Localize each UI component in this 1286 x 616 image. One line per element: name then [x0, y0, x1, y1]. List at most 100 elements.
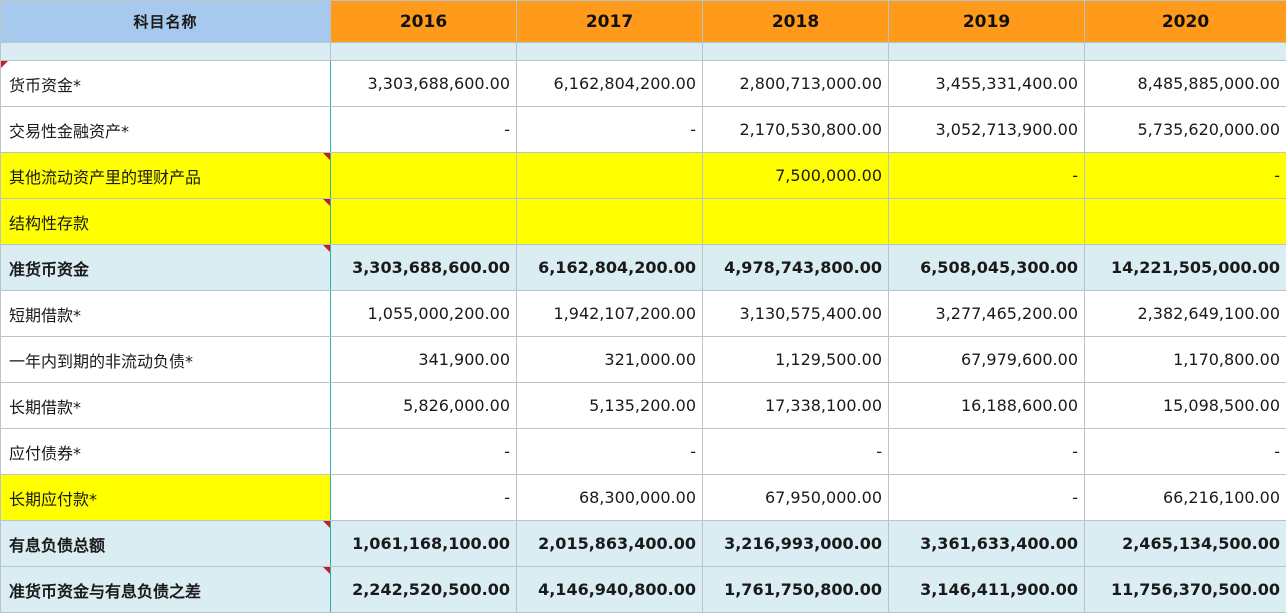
value-cell[interactable]: 1,061,168,100.00: [330, 520, 517, 567]
value-cell[interactable]: 2,465,134,500.00: [1084, 520, 1286, 567]
value-cell[interactable]: 7,500,000.00: [702, 152, 889, 199]
value-cell[interactable]: [888, 198, 1085, 245]
value-cell[interactable]: [516, 198, 703, 245]
value-cell[interactable]: 5,735,620,000.00: [1084, 106, 1286, 153]
value-cell[interactable]: 1,055,000,200.00: [330, 290, 517, 337]
row-label-cell[interactable]: 交易性金融资产*: [0, 106, 331, 153]
value-cell[interactable]: [702, 198, 889, 245]
value-cell[interactable]: 6,508,045,300.00: [888, 244, 1085, 291]
value-cell[interactable]: 5,135,200.00: [516, 382, 703, 429]
value-cell[interactable]: -: [330, 106, 517, 153]
table-row: 结构性存款: [0, 198, 1286, 245]
value-cell[interactable]: -: [516, 106, 703, 153]
value-cell[interactable]: -: [330, 428, 517, 475]
table-row: 其他流动资产里的理财产品 7,500,000.00 - -: [0, 152, 1286, 199]
row-label-cell[interactable]: 长期应付款*: [0, 474, 331, 521]
row-label: 其他流动资产里的理财产品: [9, 167, 202, 187]
value-cell[interactable]: 6,162,804,200.00: [516, 60, 703, 107]
spacer-cell[interactable]: [516, 42, 703, 61]
row-label-cell[interactable]: 货币资金*: [0, 60, 331, 107]
row-label: 货币资金*: [9, 75, 82, 95]
subtotal-row: 准货币资金与有息负债之差 2,242,520,500.00 4,146,940,…: [0, 566, 1286, 613]
row-label-cell[interactable]: 长期借款*: [0, 382, 331, 429]
spacer-cell[interactable]: [330, 42, 517, 61]
value-cell[interactable]: 3,130,575,400.00: [702, 290, 889, 337]
value-cell[interactable]: 3,303,688,600.00: [330, 60, 517, 107]
value-cell[interactable]: 2,382,649,100.00: [1084, 290, 1286, 337]
comment-marker-icon: [323, 521, 330, 528]
value-cell[interactable]: 6,162,804,200.00: [516, 244, 703, 291]
spacer-cell[interactable]: [0, 42, 331, 61]
spacer-cell[interactable]: [888, 42, 1085, 61]
header-year-2019[interactable]: 2019: [888, 0, 1085, 43]
value-cell[interactable]: 1,170,800.00: [1084, 336, 1286, 383]
row-label-cell[interactable]: 短期借款*: [0, 290, 331, 337]
value-cell[interactable]: 3,455,331,400.00: [888, 60, 1085, 107]
value-cell[interactable]: 4,978,743,800.00: [702, 244, 889, 291]
value-cell[interactable]: 66,216,100.00: [1084, 474, 1286, 521]
value-cell[interactable]: 2,170,530,800.00: [702, 106, 889, 153]
value-cell[interactable]: 2,242,520,500.00: [330, 566, 517, 613]
value-cell[interactable]: 1,942,107,200.00: [516, 290, 703, 337]
value-cell[interactable]: 67,979,600.00: [888, 336, 1085, 383]
spacer-cell[interactable]: [1084, 42, 1286, 61]
value-cell[interactable]: 3,303,688,600.00: [330, 244, 517, 291]
value-cell[interactable]: 1,129,500.00: [702, 336, 889, 383]
value-cell[interactable]: [1084, 198, 1286, 245]
value-cell[interactable]: [516, 152, 703, 199]
value-cell[interactable]: -: [888, 474, 1085, 521]
row-label-cell[interactable]: 一年内到期的非流动负债*: [0, 336, 331, 383]
value-cell[interactable]: 16,188,600.00: [888, 382, 1085, 429]
comment-marker-icon: [323, 199, 330, 206]
header-year-2016[interactable]: 2016: [330, 0, 517, 43]
value-cell[interactable]: 3,277,465,200.00: [888, 290, 1085, 337]
row-label-cell[interactable]: 有息负债总额: [0, 520, 331, 567]
value-cell[interactable]: 5,826,000.00: [330, 382, 517, 429]
value-cell[interactable]: 2,800,713,000.00: [702, 60, 889, 107]
value-cell[interactable]: 17,338,100.00: [702, 382, 889, 429]
row-label-cell[interactable]: 应付债券*: [0, 428, 331, 475]
value-cell[interactable]: -: [1084, 152, 1286, 199]
header-name-cell[interactable]: 科目名称: [0, 0, 331, 43]
table-row: 交易性金融资产* - - 2,170,530,800.00 3,052,713,…: [0, 106, 1286, 153]
row-label: 结构性存款: [9, 213, 90, 233]
value-cell[interactable]: -: [702, 428, 889, 475]
comment-marker-icon: [323, 153, 330, 160]
value-cell[interactable]: 3,146,411,900.00: [888, 566, 1085, 613]
value-cell[interactable]: 4,146,940,800.00: [516, 566, 703, 613]
value-cell[interactable]: 1,761,750,800.00: [702, 566, 889, 613]
value-cell[interactable]: [330, 198, 517, 245]
value-cell[interactable]: 3,052,713,900.00: [888, 106, 1085, 153]
value-cell[interactable]: -: [1084, 428, 1286, 475]
value-cell[interactable]: -: [888, 428, 1085, 475]
value-cell[interactable]: 15,098,500.00: [1084, 382, 1286, 429]
table-row: 应付债券* - - - - -: [0, 428, 1286, 475]
value-cell[interactable]: 67,950,000.00: [702, 474, 889, 521]
value-cell[interactable]: -: [888, 152, 1085, 199]
subtotal-row: 有息负债总额 1,061,168,100.00 2,015,863,400.00…: [0, 520, 1286, 567]
row-label-cell[interactable]: 准货币资金与有息负债之差: [0, 566, 331, 613]
value-cell[interactable]: -: [330, 474, 517, 521]
value-cell[interactable]: 3,361,633,400.00: [888, 520, 1085, 567]
row-label-cell[interactable]: 准货币资金: [0, 244, 331, 291]
value-cell[interactable]: 341,900.00: [330, 336, 517, 383]
value-cell[interactable]: 14,221,505,000.00: [1084, 244, 1286, 291]
value-cell[interactable]: 11,756,370,500.00: [1084, 566, 1286, 613]
header-year-2020[interactable]: 2020: [1084, 0, 1286, 43]
row-label-cell[interactable]: 结构性存款: [0, 198, 331, 245]
value-cell[interactable]: 8,485,885,000.00: [1084, 60, 1286, 107]
value-cell[interactable]: 3,216,993,000.00: [702, 520, 889, 567]
header-year-2018[interactable]: 2018: [702, 0, 889, 43]
value-cell[interactable]: 68,300,000.00: [516, 474, 703, 521]
spacer-cell[interactable]: [702, 42, 889, 61]
comment-marker-icon: [323, 567, 330, 574]
spacer-row: [0, 42, 1286, 61]
value-cell[interactable]: -: [516, 428, 703, 475]
row-label-cell[interactable]: 其他流动资产里的理财产品: [0, 152, 331, 199]
value-cell[interactable]: [330, 152, 517, 199]
header-year-2017[interactable]: 2017: [516, 0, 703, 43]
table-row: 短期借款* 1,055,000,200.00 1,942,107,200.00 …: [0, 290, 1286, 337]
value-cell[interactable]: 321,000.00: [516, 336, 703, 383]
value-cell[interactable]: 2,015,863,400.00: [516, 520, 703, 567]
